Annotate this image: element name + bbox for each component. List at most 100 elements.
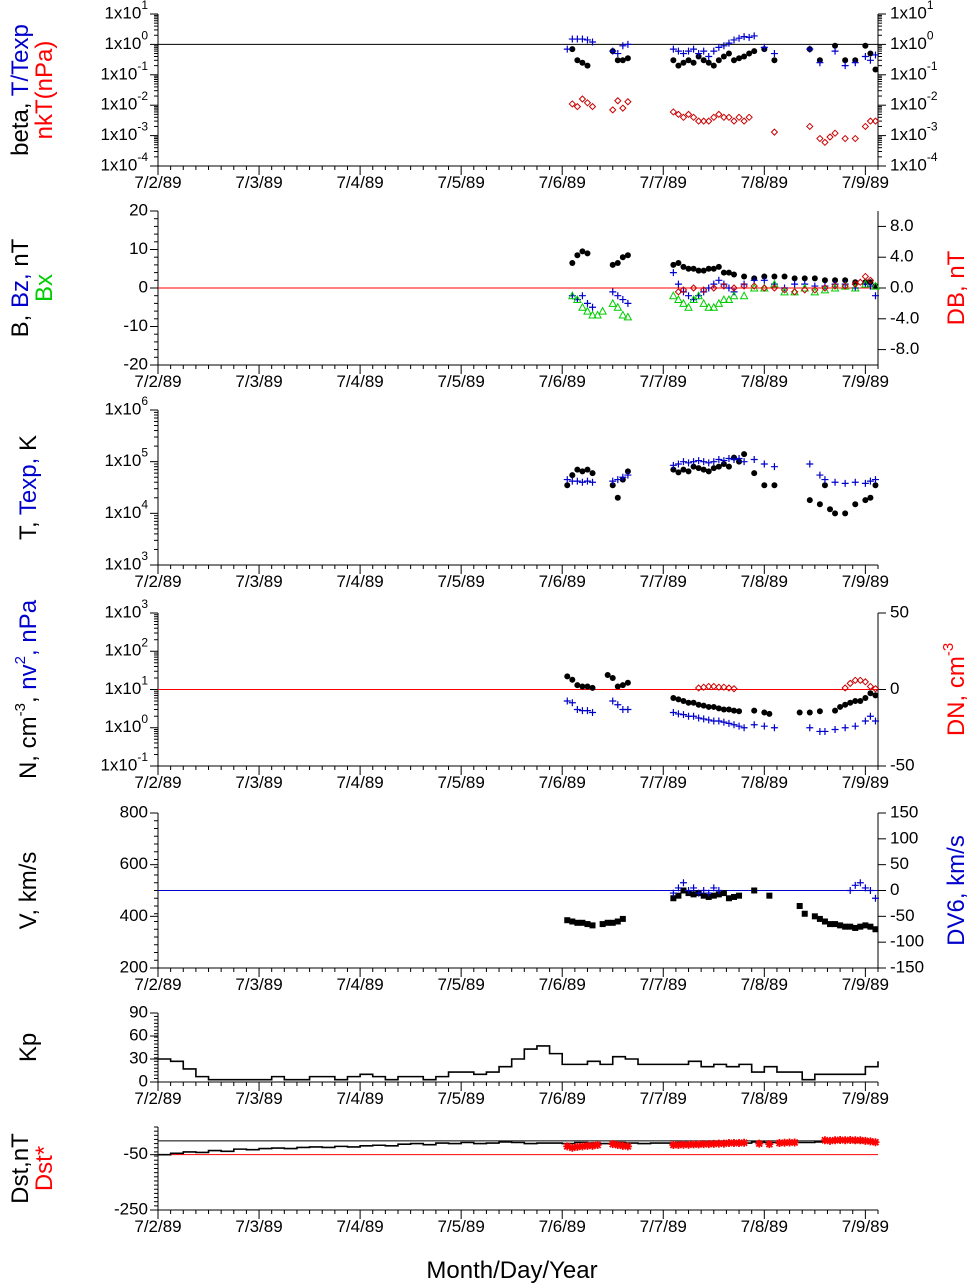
data-point: [574, 466, 581, 473]
data-point: [619, 473, 627, 481]
data-point: [831, 129, 839, 137]
x-tick-label: 7/3/89: [235, 773, 282, 792]
data-point: [563, 476, 571, 484]
data-point: [573, 294, 582, 304]
data-point: [725, 39, 733, 47]
data-point: [725, 684, 733, 692]
data-point: [866, 1137, 875, 1146]
data-point: [569, 472, 576, 479]
data-point: [852, 698, 859, 705]
data-point: [624, 55, 631, 62]
x-tick-label: 7/7/89: [640, 1217, 687, 1236]
data-point: [695, 50, 703, 58]
data-point: [746, 50, 753, 57]
data-point: [837, 703, 844, 710]
y-axis-title-right: DB, nT: [943, 250, 970, 325]
data-point: [821, 918, 828, 925]
y-tick-label: 90: [129, 1002, 148, 1021]
data-point: [685, 699, 692, 706]
data-point: [579, 919, 586, 926]
x-tick-label: 7/6/89: [539, 572, 586, 591]
data-point: [685, 265, 692, 272]
data-point: [816, 915, 823, 922]
x-tick-label: 7/2/89: [134, 173, 181, 192]
data-point: [735, 113, 743, 122]
data-point: [736, 892, 743, 899]
data-point: [852, 279, 859, 286]
y-tick-label-right: 50: [890, 854, 909, 873]
data-point: [741, 451, 748, 458]
data-point: [847, 699, 854, 706]
data-point: [831, 1136, 840, 1145]
x-tick-label: 7/7/89: [640, 372, 687, 391]
data-point: [680, 263, 687, 270]
x-tick-label: 7/8/89: [741, 975, 788, 994]
data-point: [750, 32, 758, 40]
series-2: [567, 279, 880, 321]
x-tick-label: 7/3/89: [235, 1217, 282, 1236]
data-point: [821, 727, 829, 735]
x-axis-title: Month/Day/Year: [426, 1257, 597, 1284]
panel-magnetic: 20 10 0 -10 -20 8.0 4.0 0.0 -4.0 -8.0 7/2/89 7/3/89…: [7, 200, 970, 391]
data-point: [700, 466, 707, 473]
data-point: [609, 47, 617, 55]
series-1: [563, 697, 879, 735]
data-point: [563, 45, 571, 53]
data-point: [694, 1140, 703, 1149]
data-point: [578, 95, 587, 103]
data-point: [609, 106, 617, 114]
data-point: [573, 1142, 582, 1151]
data-point: [613, 1140, 622, 1149]
data-point: [680, 698, 687, 705]
data-point: [867, 279, 874, 286]
data-point: [564, 482, 571, 489]
data-point: [866, 56, 874, 64]
data-point: [705, 703, 712, 710]
data-point: [669, 45, 677, 53]
data-point: [589, 922, 596, 929]
data-point: [715, 705, 722, 712]
data-point: [685, 468, 692, 475]
data-point: [680, 466, 687, 473]
data-point: [670, 57, 677, 64]
data-point: [806, 45, 814, 53]
y-axis-title: B, Bz, nT: [7, 238, 34, 337]
data-point: [710, 280, 718, 288]
data-point: [770, 50, 778, 58]
x-tick-label: 7/4/89: [336, 372, 383, 391]
data-point: [851, 280, 859, 288]
data-point: [842, 701, 849, 708]
data-point: [760, 43, 768, 51]
data-point: [568, 100, 577, 108]
data-point: [861, 678, 870, 686]
data-point: [710, 47, 718, 55]
data-point: [714, 1139, 723, 1148]
data-point: [705, 52, 713, 60]
x-tick-label: 7/3/89: [235, 975, 282, 994]
data-point: [679, 879, 687, 887]
x-tick-label: 7/9/89: [842, 173, 889, 192]
data-point: [831, 478, 839, 486]
series-0: [569, 42, 879, 73]
data-point: [832, 921, 839, 928]
data-point: [725, 895, 732, 902]
data-point: [695, 701, 702, 708]
data-point: [720, 42, 728, 50]
data-point: [740, 282, 748, 290]
data-point: [614, 494, 621, 501]
data-point: [836, 1136, 845, 1144]
y-tick-label-right: 0.0: [890, 277, 914, 296]
left-minor-ticks: [154, 614, 158, 755]
data-point: [679, 113, 688, 122]
data-point: [584, 683, 591, 690]
data-point: [851, 134, 859, 143]
x-tick-label: 7/6/89: [539, 1217, 586, 1236]
data-point: [694, 291, 703, 300]
data-point: [624, 706, 632, 713]
data-point: [704, 1140, 713, 1149]
data-point: [690, 458, 698, 466]
data-point: [871, 476, 879, 484]
data-point: [866, 682, 875, 691]
